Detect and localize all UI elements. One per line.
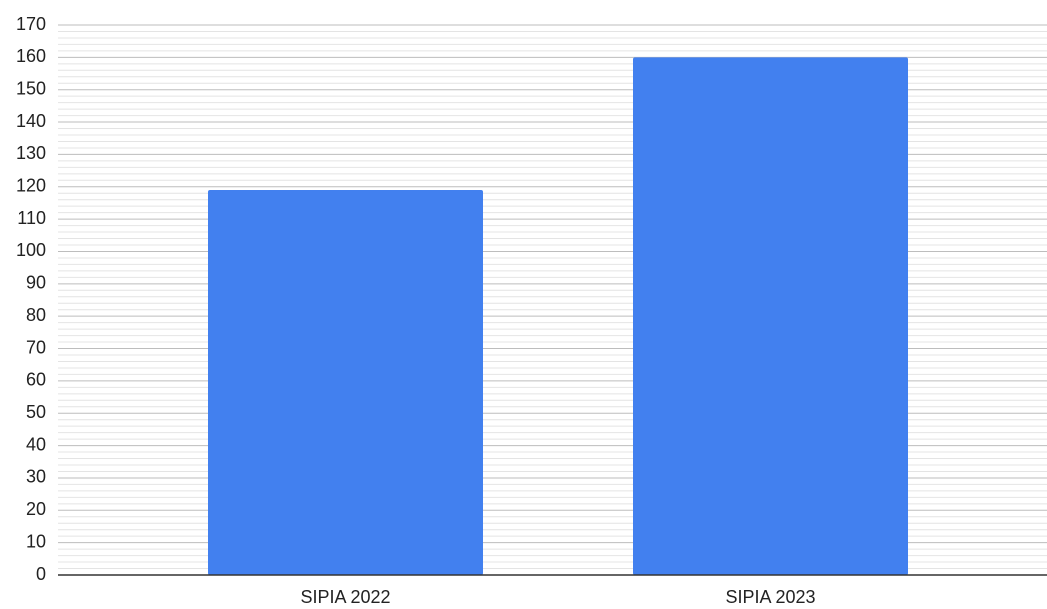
bar bbox=[633, 57, 908, 575]
y-tick-label: 70 bbox=[26, 337, 46, 357]
y-tick-label: 0 bbox=[36, 564, 46, 584]
bar bbox=[208, 190, 483, 575]
y-tick-label: 100 bbox=[16, 240, 46, 260]
y-tick-label: 160 bbox=[16, 46, 46, 66]
y-tick-label: 110 bbox=[17, 208, 46, 228]
y-tick-label: 140 bbox=[16, 111, 46, 131]
y-tick-label: 50 bbox=[26, 402, 46, 422]
y-tick-label: 150 bbox=[16, 78, 46, 98]
y-tick-label: 30 bbox=[26, 467, 46, 487]
y-tick-label: 40 bbox=[26, 434, 46, 454]
y-tick-label: 80 bbox=[26, 305, 46, 325]
x-tick-label: SIPIA 2022 bbox=[300, 587, 390, 607]
y-tick-label: 10 bbox=[26, 531, 46, 551]
y-tick-label: 120 bbox=[16, 176, 46, 196]
y-tick-label: 170 bbox=[16, 14, 46, 34]
y-tick-label: 130 bbox=[16, 143, 46, 163]
y-tick-label: 20 bbox=[26, 499, 46, 519]
x-tick-label: SIPIA 2023 bbox=[725, 587, 815, 607]
y-tick-label: 60 bbox=[26, 370, 46, 390]
y-tick-label: 90 bbox=[26, 273, 46, 293]
